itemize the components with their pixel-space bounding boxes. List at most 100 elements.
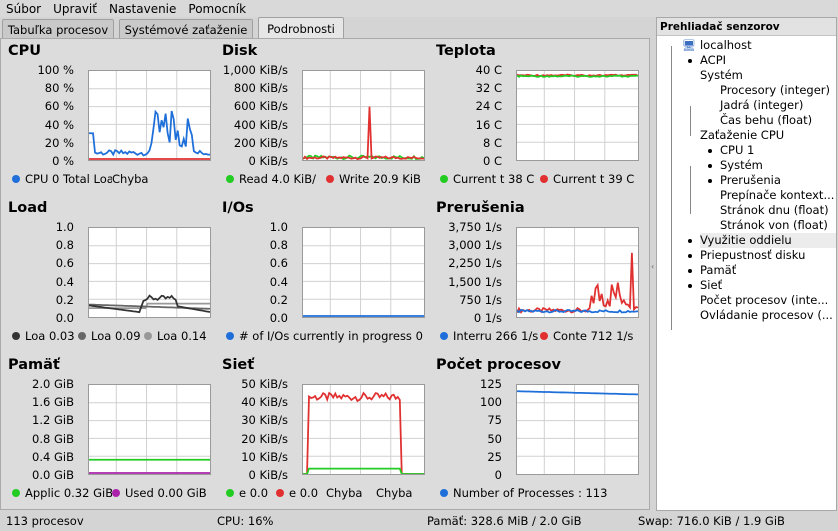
legend-text: Current t 39 C — [553, 172, 635, 186]
panel-title-net: Sieť — [222, 357, 255, 373]
legend-text: Conte 712 1/s — [553, 329, 634, 343]
tree-expand-icon[interactable] — [708, 149, 712, 153]
sensor-tree-item[interactable]: Využitie oddielu — [700, 233, 836, 248]
y-tick-label: 8 C — [482, 135, 502, 150]
plot-irq — [516, 227, 639, 318]
sensor-tree-item[interactable]: Sieť — [700, 278, 836, 293]
y-tick-label: 100 % — [37, 63, 74, 77]
sensor-tree-label: Systém — [700, 68, 743, 82]
sensor-tree-item[interactable]: Počet procesov (inte... — [700, 293, 836, 308]
y-tick-label: 125 — [480, 377, 502, 391]
menu-edit[interactable]: Upraviť — [53, 1, 97, 16]
y-tick-label: 0 C — [482, 154, 502, 168]
sensor-tree-item[interactable]: ACPI — [700, 53, 836, 68]
sensor-tree-item[interactable]: Prepínače kontext... — [720, 188, 836, 203]
sensor-tree-item[interactable]: Čas behu (float) — [720, 113, 836, 128]
menu-file[interactable]: Súbor — [6, 1, 42, 16]
y-tick-label: 1.0 — [55, 220, 74, 234]
y-tick-label: 0.6 — [269, 256, 288, 271]
plot-net — [302, 384, 425, 475]
sensor-tree-item[interactable]: Pamäť — [700, 263, 836, 278]
legend-entry: Loa 0.03 — [12, 329, 78, 343]
legend-dot-icon — [540, 332, 548, 340]
y-tick-label: 1,000 KiB/s — [222, 63, 288, 77]
legend-dot-icon — [540, 175, 548, 183]
legend-cpu: CPU 0 Total Load 7.1%Chyba — [12, 172, 212, 186]
sensor-tree-item[interactable]: CPU 1 — [720, 143, 836, 158]
plot-proc — [516, 384, 639, 475]
tree-expand-icon[interactable] — [688, 239, 692, 243]
sensor-tree-label: Sieť — [700, 278, 723, 292]
legend-text: Chyba — [112, 172, 149, 186]
y-tick-label: 1.0 — [269, 220, 288, 234]
sensor-tree-item[interactable]: Jadrá (integer) — [720, 98, 836, 113]
legend-entry: Chyba — [326, 486, 376, 500]
y-tick-label: 40 C — [475, 63, 502, 77]
tab-process-table[interactable]: Tabuľka procesov — [2, 19, 114, 39]
plot-svg-load — [89, 228, 210, 317]
menu-settings[interactable]: Nastavenie — [108, 1, 177, 16]
series-line-tempG — [517, 74, 638, 78]
series-line-cpu — [89, 109, 210, 157]
splitter-handle[interactable] — [650, 17, 656, 511]
status-swap: Swap: 716.0 KiB / 1.9 GiB — [638, 514, 785, 528]
tab-details[interactable]: Podrobnosti — [258, 17, 344, 39]
sensor-tree-item[interactable]: Stránok dnu (float) — [720, 203, 836, 218]
legend-entry: Chyba — [112, 172, 212, 186]
y-tick-label: 0.4 — [55, 274, 74, 289]
tab-bar: Tabuľka procesov Systémové zaťaženie Pod… — [0, 17, 650, 39]
series-line-load1 — [89, 294, 210, 314]
sensor-tree-item[interactable]: Stránok von (float) — [720, 218, 836, 233]
y-tick-label: 0.8 — [269, 238, 288, 253]
series-line-netR — [303, 391, 424, 474]
tree-expand-icon[interactable] — [708, 164, 712, 168]
y-tick-label: 2,250 1/s — [448, 256, 502, 271]
plot-svg-proc — [517, 385, 638, 474]
series-line-irqR — [517, 252, 638, 314]
sensor-tree-item[interactable]: Systém — [700, 68, 836, 83]
sensor-tree-item[interactable]: Priepustnosť disku — [700, 248, 836, 263]
panel-title-disk: Disk — [222, 43, 258, 59]
sensor-tree-item[interactable]: 🖥 localhost — [682, 38, 836, 53]
sensor-tree-item[interactable]: Procesory (integer) — [720, 83, 836, 98]
series-line-diskW — [303, 106, 424, 160]
y-tick-label: 16 C — [475, 117, 502, 132]
legend-dot-icon — [12, 332, 20, 340]
tree-expand-icon[interactable] — [688, 254, 692, 258]
tab-system-load[interactable]: Systémové zaťaženie — [119, 19, 253, 39]
y-tick-label: 0 1/s — [473, 311, 502, 325]
sensor-tree-item[interactable]: Systém — [720, 158, 836, 173]
panel-title-temp: Teplota — [436, 43, 496, 59]
y-tick-label: 0 — [494, 468, 502, 482]
tree-expand-icon[interactable] — [688, 59, 692, 63]
legend-entry: Current t 39 C — [540, 172, 640, 186]
legend-entry: Write 20.9 KiB — [326, 172, 426, 186]
sensor-tree-item[interactable]: Prerušenia — [720, 173, 836, 188]
y-tick-label: 32 C — [475, 81, 502, 96]
legend-entry: Interru 266 1/s — [440, 329, 540, 343]
legend-text: Loa 0.03 — [25, 329, 75, 343]
y-tick-label: 2.0 GiB — [32, 377, 74, 391]
legend-entry: Loa 0.14 — [144, 329, 210, 343]
legend-text: Current t 38 C — [453, 172, 535, 186]
sensor-tree-label: Čas behu (float) — [720, 113, 813, 127]
sensor-tree-label: Zaťaženie CPU — [700, 128, 785, 142]
tree-guide-line — [671, 46, 672, 330]
menu-help[interactable]: Pomocník — [188, 1, 247, 16]
sensor-tree-item[interactable]: Ovládanie procesov (... — [700, 308, 836, 323]
plot-temp — [516, 70, 639, 161]
sensor-browser: Prehliadač senzorov 🖥 localhost ACPI Systém… — [656, 17, 837, 511]
legend-dot-icon — [12, 489, 20, 497]
y-tick-label: 10 KiB/s — [241, 449, 288, 464]
y-tick-label: 50 KiB/s — [241, 377, 288, 391]
tree-expand-icon[interactable] — [708, 179, 712, 183]
status-cpu: CPU: 16% — [217, 514, 274, 528]
sensor-tree-item[interactable]: Zaťaženie CPU — [700, 128, 836, 143]
tree-expand-icon[interactable] — [688, 284, 692, 288]
tree-guide-line — [690, 106, 691, 136]
y-tick-label: 3,750 1/s — [448, 220, 502, 234]
y-tick-label: 400 KiB/s — [233, 117, 288, 132]
tree-expand-icon[interactable] — [688, 269, 692, 273]
plot-svg-net — [303, 385, 424, 474]
plot-svg-disk — [303, 71, 424, 160]
